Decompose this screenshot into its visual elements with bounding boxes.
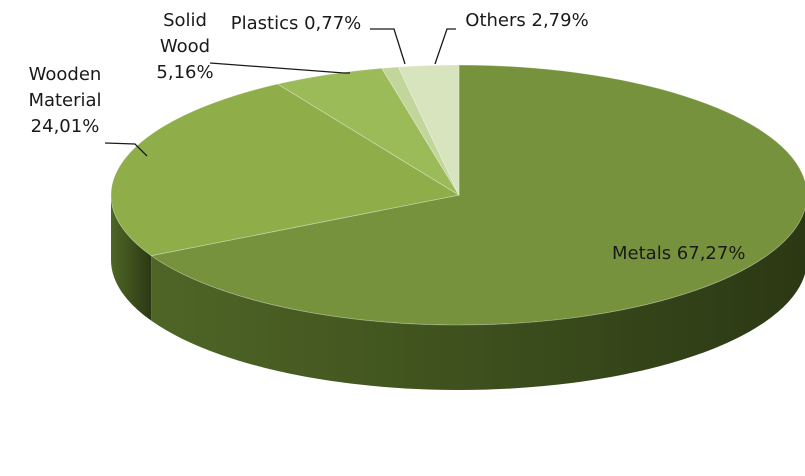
pie-depth: [111, 195, 805, 390]
slice-label-line: 5,16%: [156, 62, 213, 83]
slice-label-line: Metals 67,27%: [612, 243, 745, 264]
pie-slice-plastics: [381, 66, 460, 196]
slice-label-plastics: Plastics 0,77%: [231, 13, 362, 34]
slice-label-line: 24,01%: [31, 116, 100, 137]
slice-label-line: Wood: [160, 36, 210, 57]
slice-label-others: Others 2,79%: [465, 10, 588, 31]
slice-label-line: Plastics 0,77%: [231, 13, 362, 34]
leader-lines: [104, 28, 456, 157]
slice-label-solid-wood: Solid Wood 5,16%: [156, 10, 213, 83]
slice-label-line: Material: [28, 90, 101, 111]
pie-side-wooden-material: [111, 195, 152, 321]
slice-label-line: Solid: [163, 10, 207, 31]
leader-line-others: [434, 28, 456, 65]
slice-label-metals: Metals 67,27%: [612, 243, 745, 264]
pie-slice-wooden-material: [110, 83, 461, 257]
pie-side-metals: [151, 208, 805, 390]
pie-slice-metals: [150, 64, 805, 326]
leader-line-wooden-material: [104, 142, 148, 157]
slice-label-line: Wooden: [29, 64, 102, 85]
slice-labels: Metals 67,27% Wooden Material 24,01% Solid Wo…: [28, 10, 745, 264]
slice-label-line: Others 2,79%: [465, 10, 588, 31]
leader-line-solid-wood: [209, 62, 350, 74]
leader-line-plastics: [370, 28, 406, 65]
slice-label-wooden-material: Wooden Material 24,01%: [28, 64, 101, 137]
pie-slice-solid-wood: [276, 67, 460, 196]
pie-slice-others: [397, 64, 460, 196]
pie-slices: [110, 64, 805, 326]
